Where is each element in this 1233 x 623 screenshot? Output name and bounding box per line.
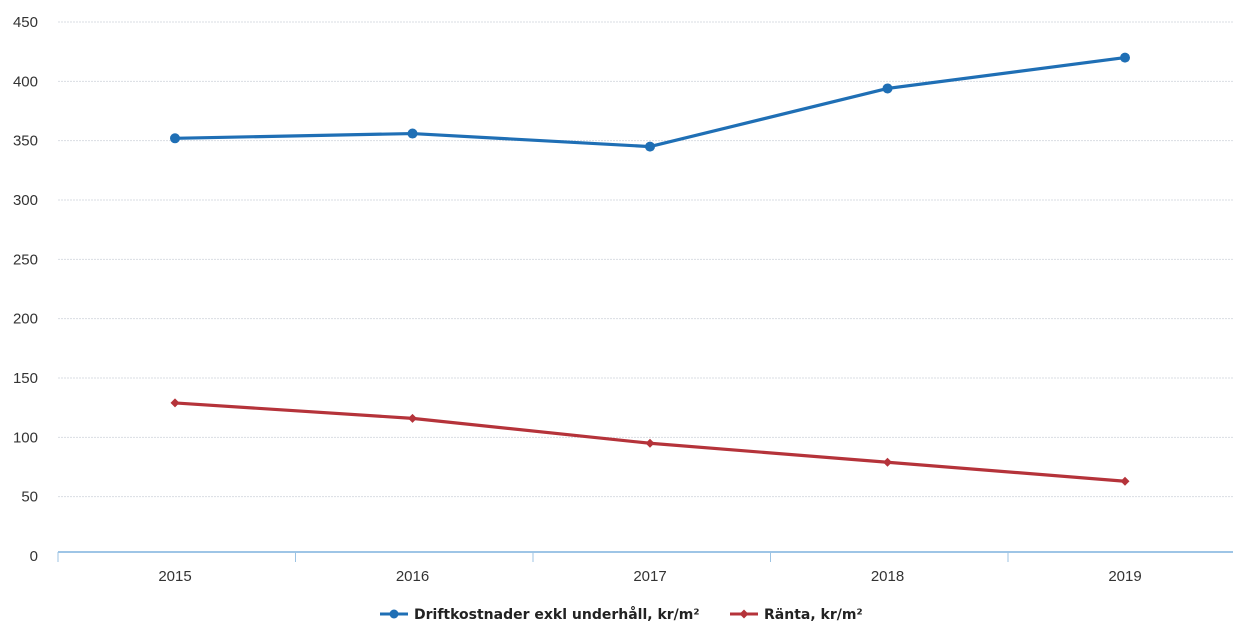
y-tick-label: 100: [13, 429, 38, 446]
y-tick-label: 50: [21, 489, 38, 506]
y-tick-label: 200: [13, 311, 38, 328]
y-tick-label: 250: [13, 251, 38, 268]
data-point: [170, 398, 180, 408]
y-tick-label: 150: [13, 370, 38, 387]
y-tick-label: 400: [13, 73, 38, 90]
data-point: [882, 83, 893, 94]
x-tick-label: 2015: [158, 568, 191, 585]
x-axis: 2015 2016 2017 2018 2019: [57, 551, 1233, 585]
data-point: [883, 457, 892, 467]
gridlines: [58, 21, 1233, 498]
legend-item-1: Driftkostnader exkl underhåll, kr/m²: [380, 606, 700, 623]
data-point: [1120, 476, 1130, 486]
data-point: [170, 133, 180, 144]
data-point: [1120, 52, 1130, 63]
data-point: [645, 141, 655, 152]
y-tick-label: 300: [13, 192, 38, 209]
data-point: [407, 128, 418, 139]
x-tick-label: 2018: [871, 568, 904, 585]
legend-label: Ränta, kr/m²: [764, 607, 863, 623]
series-lines: [170, 52, 1130, 486]
legend-marker: [389, 609, 399, 619]
y-tick-label: 0: [30, 548, 38, 565]
x-tick-label: 2016: [396, 568, 429, 585]
y-tick-label: 450: [13, 14, 38, 31]
legend-item-2: Ränta, kr/m²: [730, 607, 863, 623]
y-tick-label: 350: [13, 133, 38, 150]
legend-label: Driftkostnader exkl underhåll, kr/m²: [414, 606, 700, 623]
x-tick-label: 2017: [633, 568, 666, 585]
y-axis-tick-labels: 0 50 100 150 200 250 300 350 400 450: [13, 14, 38, 565]
data-point: [408, 413, 417, 423]
data-point: [645, 438, 655, 448]
x-tick-label: 2019: [1108, 568, 1141, 585]
series-line-1: [174, 56, 1126, 149]
legend: Driftkostnader exkl underhåll, kr/m² Ränt…: [380, 606, 863, 623]
legend-marker: [739, 609, 749, 619]
